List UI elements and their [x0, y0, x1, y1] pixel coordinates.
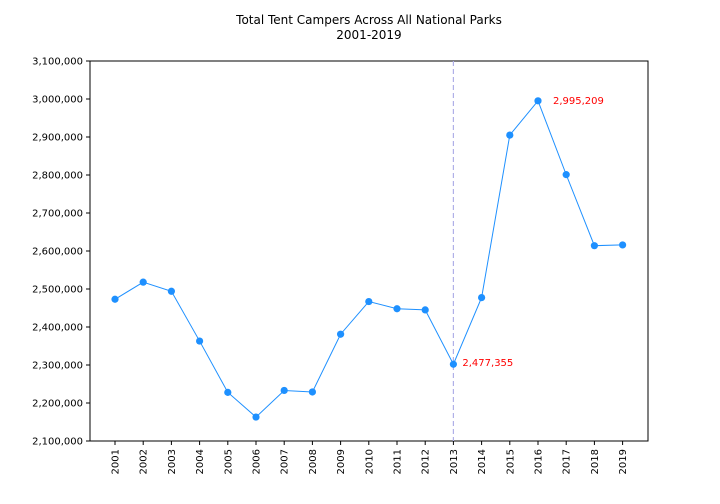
- data-point: [308, 388, 316, 396]
- annotation-label: 2,477,355: [462, 358, 513, 369]
- annotation-label: 2,995,209: [553, 96, 604, 107]
- x-tick-label: 2012: [421, 449, 432, 474]
- data-point: [393, 305, 401, 313]
- data-point: [365, 297, 373, 306]
- data-point: [167, 287, 175, 295]
- y-tick-label: 2,800,000: [32, 171, 83, 182]
- x-tick-label: 2014: [477, 449, 488, 474]
- data-point: [252, 413, 260, 421]
- data-point: [590, 242, 599, 250]
- y-tick-label: 2,500,000: [32, 285, 83, 296]
- y-tick-label: 2,400,000: [32, 323, 83, 334]
- x-tick-label: 2013: [449, 449, 460, 474]
- data-point: [506, 131, 514, 139]
- data-point: [421, 306, 429, 314]
- chart-subtitle: 2001-2019: [336, 28, 401, 42]
- data-point: [111, 295, 119, 303]
- x-tick-label: 2005: [223, 449, 234, 474]
- x-tick-label: 2003: [167, 449, 178, 474]
- data-point: [619, 241, 627, 249]
- data-point: [139, 278, 147, 286]
- x-tick-label: 2006: [252, 449, 263, 474]
- y-tick-label: 2,300,000: [32, 361, 83, 372]
- x-tick-label: 2007: [280, 449, 291, 474]
- x-tick-label: 2016: [534, 449, 545, 474]
- series-line: [114, 99, 623, 418]
- data-point: [449, 360, 457, 368]
- data-point: [337, 330, 345, 338]
- x-tick-label: 2011: [393, 449, 404, 474]
- y-tick-label: 3,000,000: [32, 95, 83, 106]
- data-point: [478, 294, 486, 302]
- y-tick-label: 2,900,000: [32, 133, 83, 144]
- x-tick-label: 2015: [505, 449, 516, 474]
- x-tick-label: 2019: [618, 449, 629, 474]
- data-point: [534, 97, 542, 105]
- plot-frame: [89, 60, 649, 442]
- x-tick-label: 2017: [562, 449, 573, 474]
- x-tick-label: 2008: [308, 449, 319, 474]
- x-tick-label: 2001: [111, 449, 122, 474]
- y-tick-label: 2,600,000: [32, 247, 83, 258]
- plot-area: 2,100,000 2,200,000 2,300,000 2,400,000 2,50…: [32, 57, 649, 474]
- data-point: [196, 337, 204, 345]
- data-point: [562, 171, 570, 179]
- data-point: [280, 386, 288, 395]
- y-tick-label: 2,100,000: [32, 437, 83, 448]
- y-tick-label: 2,700,000: [32, 209, 83, 220]
- x-tick-label: 2002: [139, 449, 150, 474]
- x-tick-label: 2010: [364, 449, 375, 474]
- chart-title: Total Tent Campers Across All National P…: [235, 13, 502, 27]
- x-tick-label: 2004: [195, 449, 206, 474]
- data-point: [224, 388, 232, 396]
- x-tick-label: 2009: [336, 449, 347, 474]
- y-tick-label: 3,100,000: [32, 57, 83, 68]
- x-tick-label: 2018: [590, 449, 601, 474]
- y-tick-label: 2,200,000: [32, 399, 83, 410]
